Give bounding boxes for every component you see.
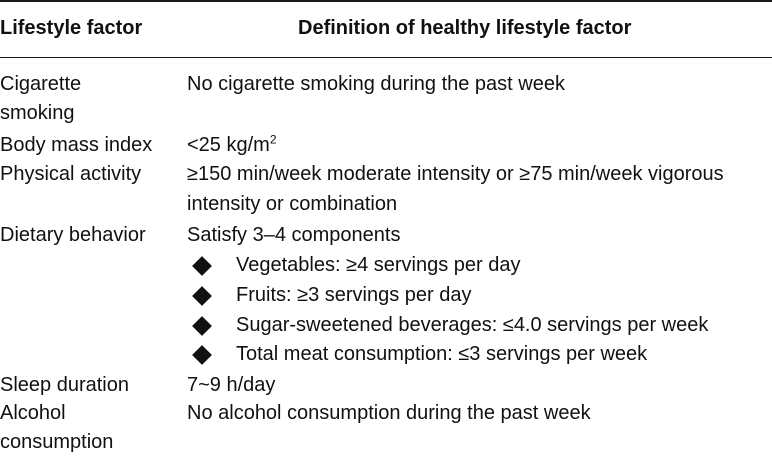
definition-cell: <25 kg/m2 (187, 131, 277, 159)
top-rule (0, 0, 772, 2)
diamond-bullet-icon (192, 256, 212, 276)
definition-cell-cont: intensity or combination (187, 193, 398, 215)
factor-cell: Sleep duration (0, 374, 129, 396)
header-definition: Definition of healthy lifestyle factor (298, 17, 632, 39)
definition-cell: 7~9 h/day (187, 374, 276, 396)
factor-cell: Alcohol (0, 402, 66, 424)
bullet-item: Vegetables: ≥4 servings per day (236, 254, 521, 276)
definition-cell: ≥150 min/week moderate intensity or ≥75 … (187, 163, 724, 185)
factor-cell-cont: consumption (0, 431, 114, 453)
definition-cell: No cigarette smoking during the past wee… (187, 73, 565, 95)
diamond-bullet-icon (192, 345, 212, 365)
definition-text: <25 kg/m (187, 134, 270, 156)
factor-cell: Body mass index (0, 134, 153, 156)
superscript: 2 (269, 132, 277, 147)
factor-cell-cont: smoking (0, 102, 75, 124)
header-lifestyle-factor: Lifestyle factor (0, 17, 143, 39)
diamond-bullet-icon (192, 316, 212, 336)
bullet-item: Sugar-sweetened beverages: ≤4.0 servings… (236, 314, 709, 336)
diamond-bullet-icon (192, 286, 212, 306)
factor-cell: Cigarette (0, 73, 82, 95)
definition-cell: Satisfy 3–4 components (187, 224, 401, 246)
factor-cell: Physical activity (0, 163, 142, 185)
bullet-item: Total meat consumption: ≤3 servings per … (236, 343, 648, 365)
definition-cell: No alcohol consumption during the past w… (187, 402, 591, 424)
header-rule (0, 57, 772, 58)
factor-cell: Dietary behavior (0, 224, 146, 246)
bullet-item: Fruits: ≥3 servings per day (236, 284, 472, 306)
